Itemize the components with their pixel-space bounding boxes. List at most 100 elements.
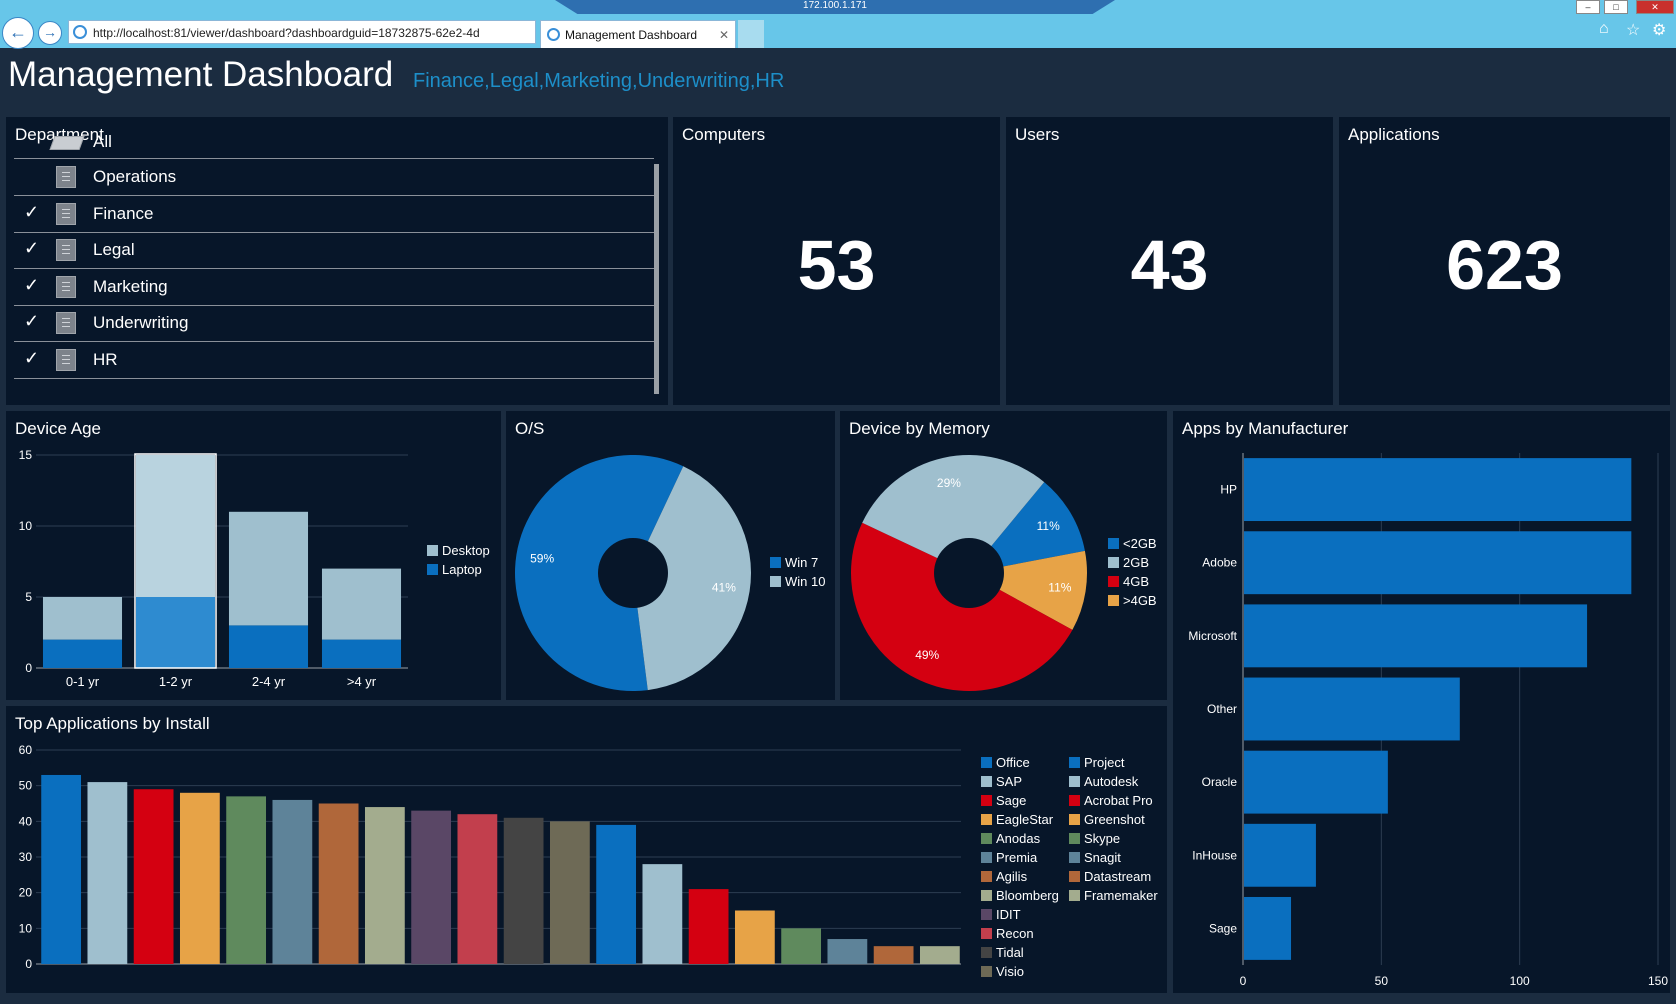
check-icon[interactable]: ✓ [24,311,40,332]
list-icon [56,349,76,371]
department-item-finance[interactable]: ✓ Finance [14,196,654,233]
bar-other[interactable] [1244,677,1460,741]
bar-visio[interactable] [549,821,590,964]
legend-label-win-10: Win 10 [785,574,825,589]
legend-swatch-win-7 [770,557,781,568]
department-panel: Department All Operations ✓ Finance ✓ Legal ✓ M… [6,117,668,405]
back-button[interactable]: ← [2,17,34,49]
bar-sap[interactable] [87,782,128,964]
bar-idit[interactable] [411,810,452,964]
close-tab-icon[interactable]: ✕ [718,28,729,42]
bar-sage[interactable] [1244,896,1292,960]
check-icon[interactable]: ✓ [24,274,40,295]
list-icon [56,312,76,335]
legend-label-sage: Sage [996,793,1026,808]
close-window-button[interactable]: ✕ [1636,0,1674,14]
bar-desktop-4-yr[interactable] [321,568,402,640]
bar-office[interactable] [41,774,82,964]
remote-session-bar[interactable]: 172.100.1.171 [555,0,1115,14]
legend-label-anodas: Anodas [996,831,1041,846]
bar-agilis[interactable] [318,803,359,965]
browser-tab[interactable]: Management Dashboard ✕ [540,20,736,48]
y-tick-label: 20 [19,886,33,900]
bar-acrobat-pro[interactable] [688,889,729,964]
slice-2gb[interactable] [969,482,1085,573]
os-chart[interactable]: 59% 41% Win 7 Win 10 [506,411,835,700]
bar-anodas[interactable] [226,796,267,964]
check-icon[interactable]: ✓ [24,348,40,368]
bar-laptop-1-2-yr[interactable] [135,597,216,668]
department-item-underwriting[interactable]: ✓ Underwriting [14,305,654,343]
bar-greenshot[interactable] [734,910,775,965]
bar-desktop-0-1-yr[interactable] [42,597,123,640]
manufacturer-panel: Apps by Manufacturer 0 50 100 150 HP Adobe Mic… [1173,411,1670,993]
bar-project[interactable] [596,824,637,964]
top-apps-title: Top Applications by Install [15,714,210,733]
settings-gear-icon[interactable]: ⚙ [1652,22,1667,39]
legend-label-idit: IDIT [996,907,1021,922]
bar-snagit[interactable] [827,939,868,964]
x-tick-label: 150 [1648,974,1668,988]
legend-swatch-desktop [427,545,438,556]
department-label: Underwriting [93,313,189,333]
legend-swatch-sap [981,776,992,787]
bar-skype[interactable] [781,928,822,964]
bar-oracle[interactable] [1244,750,1388,814]
bar-desktop-1-2-yr[interactable] [135,455,216,597]
filter-subtitle: Finance,Legal,Marketing,Underwriting,HR [413,70,785,92]
bar-autodesk[interactable] [642,864,683,964]
bar-tidal[interactable] [503,817,544,964]
department-scrollbar[interactable] [654,164,659,394]
address-bar[interactable]: http://localhost:81/viewer/dashboard?das… [68,20,536,44]
bar-sage[interactable] [133,789,174,964]
department-item-operations[interactable]: Operations [14,159,654,196]
home-icon[interactable]: ⌂ [1599,20,1609,37]
slice-win-10[interactable] [633,466,751,691]
department-item-all[interactable]: All [14,132,654,159]
ie-tab-icon [547,28,560,41]
manufacturer-chart[interactable]: 0 50 100 150 HP Adobe Microsoft Other Oracle InHo… [1173,411,1670,993]
top-apps-chart[interactable]: 0 10 20 30 40 50 60 Office SAP Sage EagleStar Anoda… [6,706,1167,993]
x-tick-label: 50 [1375,974,1389,988]
bar-recon[interactable] [457,814,498,964]
back-arrow-icon: ← [9,22,27,42]
bar-hp[interactable] [1244,458,1632,522]
legend-swatch-skype [1069,833,1080,844]
legend-swatch-office [981,757,992,768]
new-tab-button[interactable] [738,20,764,48]
legend-label-premia: Premia [996,850,1038,865]
ie-page-icon [73,25,87,39]
check-icon[interactable]: ✓ [24,238,40,259]
bar-laptop-4-yr[interactable] [321,639,402,668]
bar-laptop-2-4-yr[interactable] [228,625,309,668]
department-item-legal[interactable]: ✓ Legal [14,232,654,270]
department-item-marketing[interactable]: ✓ Marketing [14,269,654,306]
bar-premia[interactable] [272,799,313,964]
x-tick-label: 0 [1240,974,1247,988]
bar-laptop-0-1-yr[interactable] [42,639,123,668]
list-icon [56,202,76,225]
selected-bar-outline [134,453,217,669]
bar-inhouse[interactable] [1244,823,1316,887]
y-tick-label: 10 [19,921,33,935]
minimize-button[interactable]: – [1576,0,1600,14]
bar-microsoft[interactable] [1244,604,1588,668]
legend-label-office: Office [996,755,1030,770]
bar-bloomberg[interactable] [364,807,405,964]
favorites-star-icon[interactable]: ☆ [1626,22,1641,39]
device-age-chart[interactable]: 0 5 10 15 0-1 yr 1-2 yr 2-4 yr >4 yr Desktop Lapt… [6,411,501,700]
forward-button[interactable]: → [38,21,62,45]
legend-label-greenshot: Greenshot [1084,812,1145,827]
bar-desktop-2-4-yr[interactable] [228,511,309,626]
bar-datastream[interactable] [873,946,914,964]
slice-2gb[interactable] [862,455,1045,573]
bar-adobe[interactable] [1244,531,1632,595]
restore-button[interactable]: □ [1604,0,1628,14]
bar-eaglestar[interactable] [179,792,220,964]
bar-framemaker[interactable] [919,946,960,964]
department-item-hr[interactable]: ✓ HR [14,342,654,379]
memory-chart[interactable]: 11% 11% 49% 29% <2GB 2GB 4GB >4GB [840,411,1167,700]
legend-label-framemaker: Framemaker [1084,888,1158,903]
applications-panel: Applications 623 [1339,117,1670,405]
check-icon[interactable]: ✓ [24,201,40,222]
